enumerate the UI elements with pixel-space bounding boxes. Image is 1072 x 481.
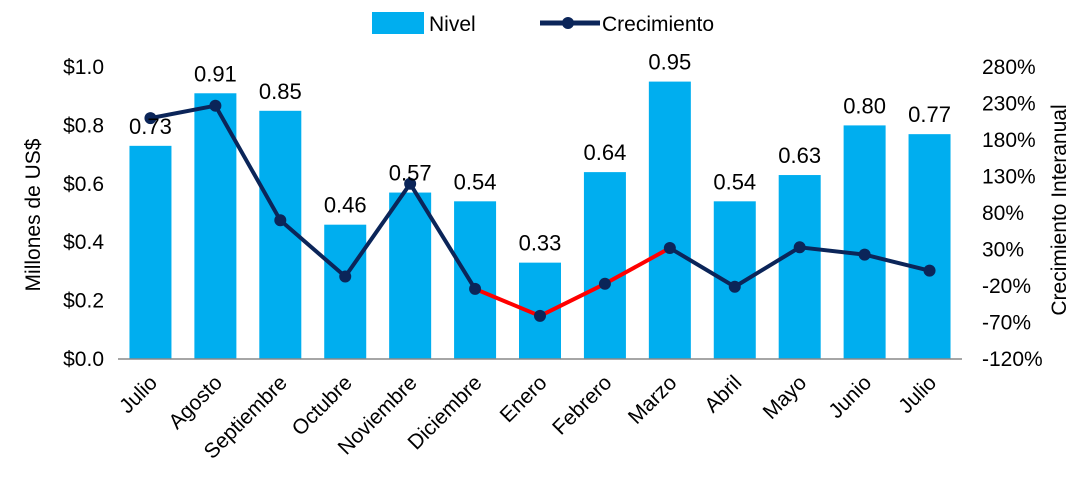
y-tick-label: $0.0 [63, 348, 104, 371]
y-tick-label: $0.4 [63, 231, 104, 254]
bar [778, 175, 821, 359]
growth-line-segment-highlight [602, 246, 672, 286]
growth-point [858, 248, 871, 261]
y2-axis-title: Crecimiento Interanual [1048, 104, 1071, 315]
y2-tick-label: 230% [982, 93, 1036, 116]
bar-data-label: 0.64 [584, 140, 627, 165]
y-tick-label: $1.0 [63, 56, 104, 79]
legend: Nivel Crecimiento [372, 12, 714, 36]
y2-axis-ticks: -120% -70% -20% 30% 80% 130% 180% 230% 280% [982, 56, 1043, 371]
x-tick-label: Mayo [759, 371, 812, 424]
bar [389, 192, 432, 359]
data-labels: 0.73 0.91 0.85 0.46 0.57 0.54 0.33 0.64 0.95 0.54… [129, 50, 951, 256]
x-tick-label: Enero [496, 371, 552, 427]
bar [583, 172, 626, 359]
bar-data-label: 0.57 [389, 161, 432, 186]
y2-tick-label: -20% [982, 275, 1031, 298]
y-tick-label: $0.2 [63, 290, 104, 313]
y2-tick-label: 80% [982, 202, 1024, 225]
y2-tick-label: -70% [982, 312, 1031, 335]
growth-line-segment [667, 246, 737, 289]
y-axis-title: Millones de US$ [22, 138, 45, 291]
y-axis-ticks: $0.0 $0.2 $0.4 $0.6 $0.8 $1.0 [63, 56, 104, 371]
y2-tick-label: 130% [982, 166, 1036, 189]
x-tick-label: Julio [894, 371, 941, 418]
bar-data-label: 0.95 [648, 50, 691, 75]
growth-points [144, 99, 936, 322]
y2-tick-label: 180% [982, 129, 1036, 152]
x-axis-ticks: Julio AgostoSeptiembreOctubreNoviembreDic… [115, 371, 941, 463]
bar-data-label: 0.80 [843, 93, 886, 118]
y2-tick-label: 280% [982, 56, 1036, 79]
growth-point [663, 242, 676, 255]
growth-point [144, 112, 157, 125]
growth-line [148, 103, 932, 318]
growth-line-segment-highlight [538, 281, 607, 318]
x-tick-label: Abril [700, 371, 746, 417]
growth-point [209, 99, 222, 112]
x-tick-label: Marzo [624, 371, 682, 429]
y2-tick-label: -120% [982, 348, 1043, 371]
growth-point [923, 264, 936, 277]
growth-line-segment [408, 181, 478, 291]
bar [194, 93, 237, 359]
x-tick-label: Agosto [164, 371, 227, 434]
y-tick-label: $0.6 [63, 173, 104, 196]
growth-line-segment [148, 103, 218, 121]
bar [908, 134, 951, 359]
growth-line-segment [213, 103, 283, 223]
bar-data-label: 0.33 [519, 231, 562, 256]
y2-tick-label: 30% [982, 239, 1024, 262]
growth-line-segment [732, 245, 802, 289]
bar [454, 201, 497, 359]
growth-line-segment [797, 245, 867, 257]
growth-point [534, 309, 546, 322]
legend-label-nivel: Nivel [429, 13, 476, 36]
growth-point [469, 282, 482, 295]
bar-data-label: 0.73 [129, 114, 172, 139]
growth-point [793, 241, 806, 254]
bar-data-label: 0.91 [194, 61, 237, 86]
bar-data-label: 0.85 [259, 79, 302, 104]
growth-line-segment-highlight [473, 286, 542, 318]
growth-point [598, 277, 611, 290]
growth-point [274, 214, 287, 227]
x-tick-label: Julio [115, 371, 162, 418]
legend-swatch-nivel [372, 12, 424, 34]
bar [648, 81, 691, 359]
bar-data-label: 0.54 [713, 169, 756, 194]
y-tick-label: $0.8 [63, 114, 104, 137]
growth-line-segment [343, 181, 413, 279]
growth-line-segment [278, 218, 348, 279]
bar [843, 125, 886, 360]
bar [324, 224, 367, 359]
growth-point [728, 280, 741, 293]
legend-label-crecimiento: Crecimiento [602, 13, 714, 36]
bar-data-label: 0.46 [324, 193, 367, 218]
legend-marker-crecimiento [562, 17, 574, 29]
bar-data-label: 0.54 [454, 169, 497, 194]
growth-point [404, 177, 417, 190]
growth-point [339, 270, 352, 283]
x-tick-label: Febrero [548, 371, 616, 439]
bar-data-label: 0.77 [908, 102, 951, 127]
growth-line-segment [862, 252, 932, 273]
bars [129, 81, 951, 360]
bar [129, 145, 172, 359]
bar-data-label: 0.63 [778, 143, 821, 168]
x-tick-label: Junio [824, 371, 876, 423]
